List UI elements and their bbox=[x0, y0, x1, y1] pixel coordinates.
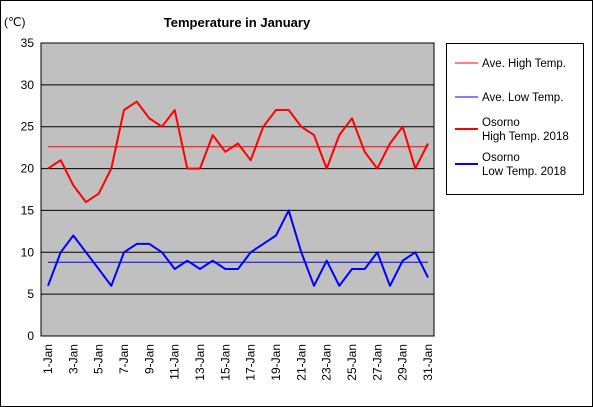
y-tick-label-20: 20 bbox=[21, 162, 35, 176]
y-axis-unit: (℃) bbox=[4, 15, 25, 29]
x-tick-label-15-Jan: 15-Jan bbox=[218, 344, 232, 381]
legend-label-avg-high: Ave. High Temp. bbox=[482, 58, 566, 70]
x-tick-label-25-Jan: 25-Jan bbox=[345, 344, 359, 381]
plot-area bbox=[40, 42, 435, 337]
y-tick-label-0: 0 bbox=[27, 329, 34, 343]
y-tick-label-35: 35 bbox=[21, 36, 35, 50]
x-tick-label-27-Jan: 27-Jan bbox=[370, 344, 384, 381]
series-line-3 bbox=[47, 209, 429, 287]
x-tick-label-5-Jan: 5-Jan bbox=[92, 344, 106, 374]
y-tick-label-30: 30 bbox=[21, 78, 35, 92]
chart-title: Temperature in January bbox=[164, 15, 311, 30]
x-tick-label-21-Jan: 21-Jan bbox=[294, 344, 308, 381]
series-line-2 bbox=[47, 100, 429, 204]
legend-label-osorno-high: Osorno High Temp. 2018 bbox=[482, 117, 569, 143]
x-tick-label-29-Jan: 29-Jan bbox=[396, 344, 410, 381]
x-tick-label-19-Jan: 19-Jan bbox=[269, 344, 283, 381]
x-tick-label-13-Jan: 13-Jan bbox=[193, 344, 207, 381]
x-tick-label-7-Jan: 7-Jan bbox=[117, 344, 131, 374]
x-tick-label-17-Jan: 17-Jan bbox=[244, 344, 258, 381]
y-tick-label-15: 15 bbox=[21, 203, 35, 217]
x-tick-label-3-Jan: 3-Jan bbox=[66, 344, 80, 374]
x-tick-label-1-Jan: 1-Jan bbox=[41, 344, 55, 374]
legend-label-osorno-low: Osorno Low Temp. 2018 bbox=[482, 152, 566, 178]
legend-label-avg-low: Ave. Low Temp. bbox=[482, 92, 563, 104]
y-tick-label-25: 25 bbox=[21, 120, 35, 134]
y-tick-label-5: 5 bbox=[27, 287, 34, 301]
x-tick-label-23-Jan: 23-Jan bbox=[320, 344, 334, 381]
series-lines bbox=[47, 100, 429, 287]
y-tick-label-10: 10 bbox=[21, 245, 35, 259]
legend: Ave. High Temp. Ave. Low Temp. Osorno Hig… bbox=[446, 43, 584, 195]
legend-box bbox=[446, 43, 584, 195]
grid-lines bbox=[41, 84, 434, 295]
x-tick-label-9-Jan: 9-Jan bbox=[142, 344, 156, 374]
x-tick-label-31-Jan: 31-Jan bbox=[421, 344, 435, 381]
y-axis-ticks: 0 5 10 15 20 25 30 35 bbox=[21, 36, 35, 343]
x-axis-ticks: 1-Jan 3-Jan 5-Jan 7-Jan 9-Jan 11-Jan 13-Jan 15-… bbox=[41, 344, 435, 381]
x-tick-label-11-Jan: 11-Jan bbox=[168, 344, 182, 380]
